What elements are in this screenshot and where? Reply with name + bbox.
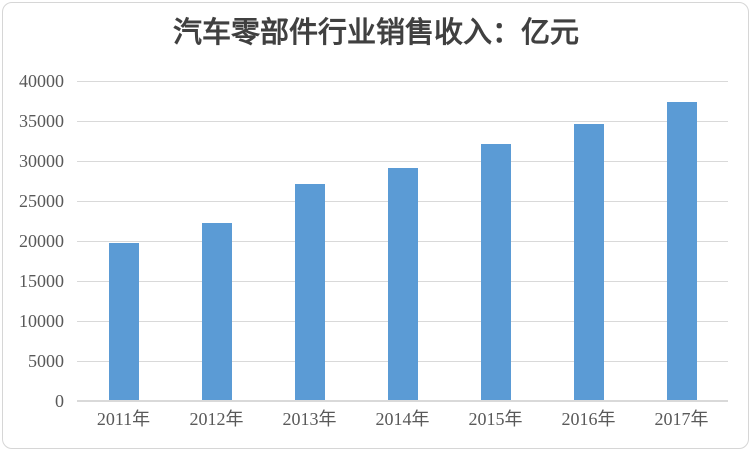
plot-area bbox=[77, 81, 728, 402]
y-tick-label-15000: 15000 bbox=[19, 271, 64, 291]
x-tick-label-2015年: 2015年 bbox=[468, 409, 523, 429]
x-tick-label-2017年: 2017年 bbox=[654, 409, 709, 429]
gridline-35000 bbox=[77, 121, 728, 122]
x-tick-label-2011年: 2011年 bbox=[96, 409, 151, 429]
gridline-30000 bbox=[77, 161, 728, 162]
y-tick-label-10000: 10000 bbox=[19, 311, 64, 331]
x-tick-label-2013年: 2013年 bbox=[282, 409, 337, 429]
y-tick-label-40000: 40000 bbox=[19, 71, 64, 91]
y-tick-label-30000: 30000 bbox=[19, 151, 64, 171]
bar-2016年 bbox=[573, 123, 604, 401]
x-tick-label-2016年: 2016年 bbox=[561, 409, 616, 429]
bar-2011年 bbox=[108, 242, 139, 401]
y-tick-label-0: 0 bbox=[55, 391, 64, 411]
gridline-40000 bbox=[77, 81, 728, 82]
y-tick-label-25000: 25000 bbox=[19, 191, 64, 211]
x-axis-line bbox=[77, 400, 728, 402]
chart-title: 汽车零部件行业销售收入：亿元 bbox=[172, 17, 579, 49]
bar-2015年 bbox=[480, 144, 511, 401]
y-tick-label-20000: 20000 bbox=[19, 231, 64, 251]
bar-2014年 bbox=[387, 167, 418, 401]
y-tick-label-35000: 35000 bbox=[19, 111, 64, 131]
bar-2017年 bbox=[666, 101, 697, 401]
bar-2013年 bbox=[294, 184, 325, 401]
bar-2012年 bbox=[201, 222, 232, 401]
y-tick-label-5000: 5000 bbox=[28, 351, 64, 371]
x-tick-label-2014年: 2014年 bbox=[375, 409, 430, 429]
x-tick-label-2012年: 2012年 bbox=[189, 409, 244, 429]
